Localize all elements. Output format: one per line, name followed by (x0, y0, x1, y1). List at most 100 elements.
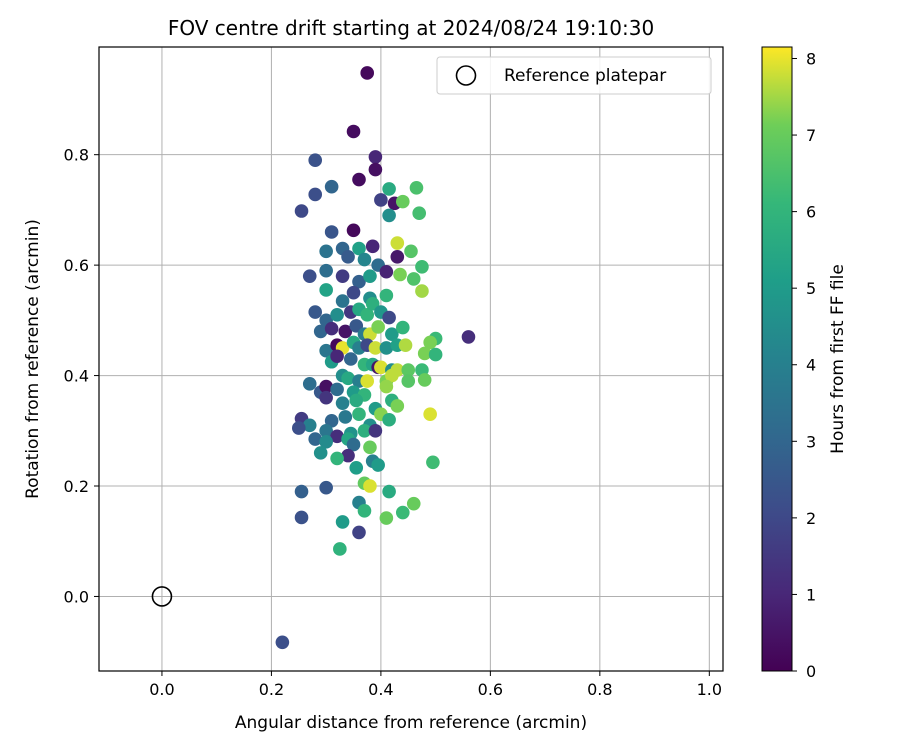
x-tick-label: 0.0 (149, 680, 174, 699)
data-point (346, 437, 361, 452)
data-point (390, 236, 405, 250)
data-point (395, 505, 410, 520)
data-point (324, 321, 339, 336)
data-point (338, 324, 353, 339)
data-point (302, 269, 317, 283)
data-point (338, 410, 353, 424)
data-point (349, 460, 364, 475)
y-tick-label: 0.6 (64, 256, 89, 275)
y-tick-label: 0.0 (64, 587, 89, 606)
data-point (368, 150, 383, 164)
data-point (426, 455, 440, 470)
data-point (319, 379, 333, 394)
data-point (319, 263, 333, 278)
colorbar-label: Hours from first FF file (828, 264, 848, 454)
data-point (461, 330, 476, 344)
data-point (319, 390, 333, 405)
data-point (390, 250, 405, 264)
data-point (352, 241, 366, 256)
data-point (346, 223, 361, 238)
data-point (319, 435, 333, 449)
data-point (308, 187, 323, 202)
data-point (401, 374, 416, 388)
colorbar-tick-label: 0 (806, 662, 816, 681)
data-point (409, 181, 424, 195)
data-point (319, 244, 333, 259)
data-point (371, 458, 385, 472)
data-point (428, 347, 443, 362)
data-point (398, 338, 413, 352)
data-point (395, 320, 410, 335)
y-tick-label: 0.4 (64, 367, 89, 386)
colorbar-tick-label: 4 (806, 356, 816, 375)
data-point (406, 496, 421, 511)
data-point (417, 346, 432, 361)
data-point (374, 360, 388, 375)
y-tick-label: 0.8 (64, 146, 89, 165)
data-point (319, 423, 333, 438)
data-point (371, 320, 385, 334)
data-point (324, 179, 339, 194)
colorbar-tick-label: 5 (806, 279, 816, 298)
colorbar-tick-label: 1 (806, 585, 816, 604)
data-point (341, 371, 355, 386)
colorbar-tick-label: 2 (806, 509, 816, 528)
data-point (349, 393, 364, 408)
data-point (368, 162, 383, 177)
data-point (368, 423, 383, 438)
data-point (313, 324, 328, 339)
data-point (330, 382, 344, 397)
data-point (360, 374, 375, 388)
legend-box (436, 56, 712, 95)
colorbar-ticks: 0 1 2 3 4 5 6 7 8 (792, 49, 816, 681)
data-point (368, 341, 383, 355)
data-point (423, 407, 437, 422)
data-point (294, 484, 309, 499)
data-point (365, 239, 380, 254)
data-point (335, 515, 350, 529)
data-point (423, 335, 437, 350)
x-axis-ticks: 0.0 0.2 0.4 0.6 0.8 1.0 (149, 671, 722, 699)
data-point (330, 429, 344, 444)
data-point (379, 288, 394, 303)
data-point (302, 418, 317, 433)
data-point (352, 172, 366, 187)
data-point (382, 310, 396, 325)
data-point (308, 153, 323, 168)
data-point (330, 349, 344, 364)
colorbar (761, 46, 793, 672)
data-points (275, 66, 476, 650)
data-point (382, 484, 396, 499)
plot-frame (98, 46, 724, 672)
colorbar-tick-label: 7 (806, 126, 816, 145)
data-point (379, 341, 394, 355)
data-point (360, 66, 375, 80)
data-point (324, 414, 339, 428)
data-point (415, 284, 429, 298)
data-point (335, 294, 350, 308)
data-point (352, 274, 366, 289)
x-tick-label: 1.0 (697, 680, 722, 699)
data-point (319, 480, 333, 495)
data-point (385, 327, 399, 341)
data-point (294, 510, 309, 525)
data-point (308, 305, 323, 319)
x-tick-label: 0.4 (368, 680, 393, 699)
data-point (319, 343, 333, 358)
x-tick-label: 0.8 (587, 680, 612, 699)
data-point (382, 412, 396, 427)
data-point (308, 432, 323, 446)
data-point (341, 250, 355, 264)
data-point (341, 448, 355, 463)
data-point (294, 204, 309, 218)
y-axis-label: Rotation from reference (arcmin) (23, 219, 43, 499)
chart-title: FOV centre drift starting at 2024/08/24 … (168, 16, 654, 40)
data-point (390, 399, 405, 413)
data-point (363, 479, 377, 493)
data-point (382, 182, 396, 196)
data-point (363, 269, 377, 283)
data-point (275, 635, 290, 650)
data-point (404, 244, 418, 259)
data-point (412, 206, 427, 221)
